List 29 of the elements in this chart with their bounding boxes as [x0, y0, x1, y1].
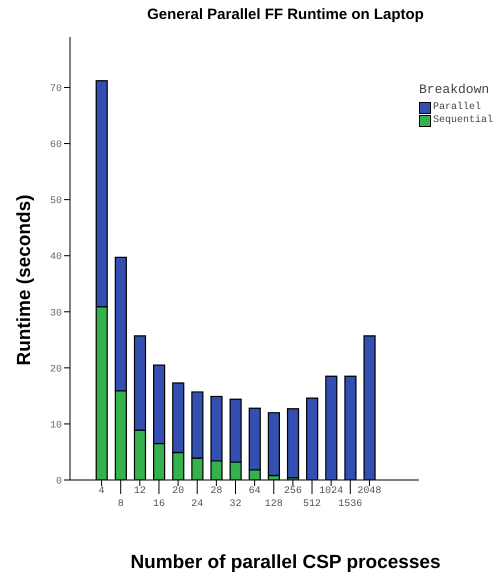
x-tick-label: 512	[303, 499, 322, 510]
x-tick-label: 128	[264, 499, 283, 510]
legend-label: Parallel	[432, 101, 482, 114]
x-tick-label: 32	[229, 499, 242, 510]
y-tick-label: 40	[50, 252, 62, 264]
y-axis-title: Runtime (seconds)	[14, 194, 36, 366]
x-tick-label: 12	[134, 486, 146, 497]
x-tick-label: 2048	[357, 486, 382, 497]
chart-title: General Parallel FF Runtime on Laptop	[146, 6, 425, 23]
x-tick-label: 4	[98, 486, 105, 497]
legend-label: Sequential	[432, 114, 493, 127]
x-tick-label: 20	[172, 486, 184, 497]
x-tick-label: 24	[191, 499, 204, 510]
y-tick-label: 10	[50, 420, 62, 432]
x-tick-label: 1024	[319, 486, 344, 497]
y-tick-label: 60	[50, 140, 62, 152]
y-tick-label: 30	[50, 308, 62, 320]
x-tick-label: 16	[152, 499, 165, 510]
y-tick-label: 70	[50, 84, 62, 96]
x-tick-label: 64	[248, 486, 261, 497]
x-tick-label: 8	[118, 499, 124, 510]
x-tick-label: 28	[210, 486, 222, 497]
x-tick-label: 1536	[338, 499, 362, 510]
legend-title: Breakdown	[418, 82, 490, 97]
y-tick-label: 0	[56, 476, 62, 488]
x-tick-label: 256	[284, 486, 302, 497]
y-tick-label: 20	[50, 364, 62, 376]
x-axis-title: Number of parallel CSP processes	[129, 552, 442, 574]
y-tick-label: 50	[50, 196, 62, 208]
